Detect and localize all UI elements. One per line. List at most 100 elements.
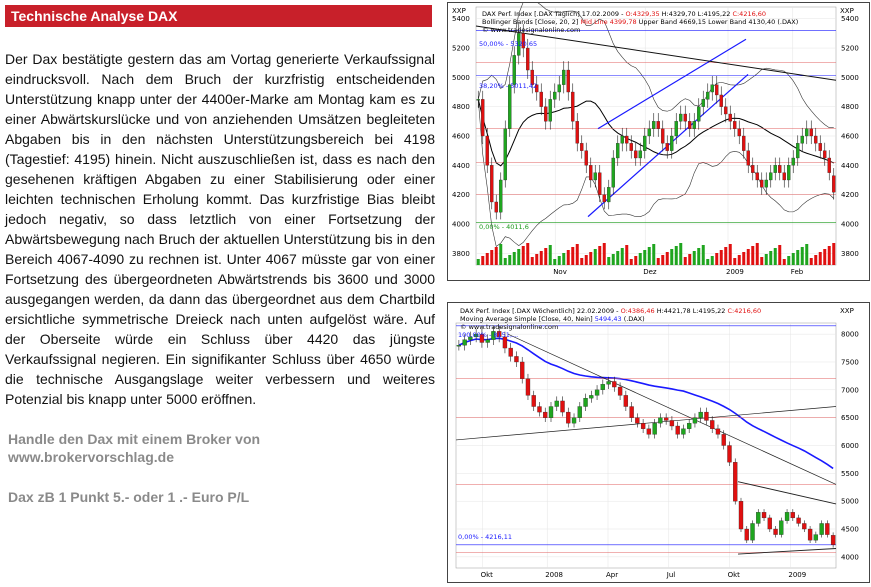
daily-candle-body xyxy=(481,99,485,137)
daily-volume-bar xyxy=(589,252,593,265)
weekly-candle-body xyxy=(606,381,611,385)
weekly-candle-body xyxy=(537,406,542,413)
daily-candle-body xyxy=(661,128,665,144)
daily-candle-body xyxy=(602,194,606,203)
weekly-info-ma: Moving Average Simple [Close, 40, Nein] xyxy=(460,315,595,323)
daily-y-tick-label-left: 4000 xyxy=(452,220,470,228)
daily-volume-bar xyxy=(616,251,620,265)
daily-candle-body xyxy=(517,33,521,56)
daily-y-tick-label: 5000 xyxy=(841,74,859,82)
daily-xxp-label: XXP xyxy=(452,7,466,15)
weekly-candle-body xyxy=(543,411,548,418)
weekly-candle-body xyxy=(767,517,772,530)
weekly-candle-body xyxy=(819,523,824,535)
weekly-candle-body xyxy=(807,528,813,541)
daily-volume-bar xyxy=(701,245,705,265)
daily-trend-channel-upper xyxy=(597,38,747,130)
weekly-candle-body xyxy=(502,336,508,349)
daily-y-tick-label: 4800 xyxy=(841,103,859,111)
daily-candle-body xyxy=(616,143,620,159)
daily-candle-body xyxy=(562,69,566,85)
weekly-y-tick-label: 7500 xyxy=(841,358,859,366)
daily-candle-body xyxy=(692,121,696,129)
weekly-candle-body xyxy=(640,423,646,429)
daily-volume-bar xyxy=(535,254,539,265)
daily-chart-svg: XXP XXP 3800 3800 4000 4000 4200 4200 4400 4400… xyxy=(452,0,859,276)
daily-candle-body xyxy=(742,135,746,151)
daily-volume-bar xyxy=(733,258,737,265)
daily-candle-body xyxy=(598,172,602,195)
weekly-candle-body xyxy=(784,512,790,521)
daily-candle-body xyxy=(629,143,633,151)
daily-volume-bar xyxy=(724,247,728,265)
daily-candle-body xyxy=(625,135,629,144)
daily-candle-body xyxy=(521,33,525,49)
daily-volume-bar xyxy=(805,244,809,265)
daily-candle-body xyxy=(571,91,575,122)
weekly-candle-body xyxy=(566,411,571,424)
daily-xxp-label-right: XXP xyxy=(840,7,854,15)
daily-candle-body xyxy=(589,165,593,181)
daily-y-tick-label-left: 4400 xyxy=(452,162,470,170)
daily-candle-body xyxy=(634,150,638,159)
weekly-y-tick-label: 5000 xyxy=(841,498,859,506)
weekly-candle-body xyxy=(721,434,726,446)
daily-volume-bar xyxy=(773,248,777,265)
broker-link[interactable]: www.brokervorschlag.de xyxy=(8,449,174,465)
daily-volume-bar xyxy=(521,246,525,265)
weekly-candle-body xyxy=(612,381,617,388)
weekly-y-tick-label: 7000 xyxy=(841,386,859,394)
daily-volume-bar xyxy=(526,243,530,265)
daily-volume-bar xyxy=(787,256,791,265)
weekly-candle-body xyxy=(548,406,554,418)
daily-volume-bar xyxy=(512,252,516,265)
weekly-candle-body xyxy=(462,339,467,346)
weekly-candle-body xyxy=(663,417,669,421)
daily-info-open: O:4329,35 xyxy=(626,10,660,18)
daily-y-tick-label: 3800 xyxy=(841,250,859,258)
daily-candle-body xyxy=(526,47,530,71)
daily-candle-body xyxy=(728,113,732,122)
weekly-candle-body xyxy=(669,420,675,427)
daily-volume-bar xyxy=(710,256,714,265)
daily-candle-body xyxy=(643,135,647,151)
daily-y-tick-label-left: 5200 xyxy=(452,45,470,53)
weekly-candle-body xyxy=(623,395,629,407)
daily-candle-body xyxy=(701,99,705,107)
weekly-xxp-label: XXP xyxy=(840,307,854,315)
daily-x-tick-label: Feb xyxy=(791,268,804,276)
daily-volume-bar xyxy=(643,250,647,265)
weekly-candle-body xyxy=(796,517,801,524)
daily-candle-body xyxy=(706,91,710,100)
weekly-candle-body xyxy=(525,378,531,396)
daily-upper-band xyxy=(477,0,834,128)
weekly-y-tick-label: 6500 xyxy=(841,414,859,422)
daily-candle-body xyxy=(710,84,714,93)
daily-candle-body xyxy=(751,165,755,173)
daily-x-tick-label: Dez xyxy=(643,268,657,276)
weekly-triangle-lower xyxy=(737,548,837,555)
daily-x-tick-label: 2009 xyxy=(726,268,744,276)
weekly-info-ma-rest: (.DAX) xyxy=(622,315,645,323)
weekly-candle-body xyxy=(675,425,680,435)
daily-x-tick-label: Nov xyxy=(553,268,567,276)
weekly-candle-body xyxy=(473,333,479,338)
weekly-candle-body xyxy=(600,384,605,390)
daily-candle-body xyxy=(593,172,597,181)
daily-candle-body xyxy=(800,135,804,144)
weekly-candle-body xyxy=(692,417,698,424)
weekly-candle-body xyxy=(485,339,490,343)
daily-candle-body xyxy=(503,128,507,181)
daily-candle-body xyxy=(733,121,737,129)
daily-candle-body xyxy=(697,106,701,122)
daily-candle-body xyxy=(719,94,723,107)
daily-volume-bar xyxy=(638,253,642,265)
weekly-y-tick-label: 4500 xyxy=(841,526,859,534)
daily-candle-body xyxy=(791,157,795,166)
weekly-candle-body xyxy=(750,523,755,541)
weekly-info-line3: © www.tradesignalonline.com xyxy=(460,323,558,331)
daily-volume-bar xyxy=(553,259,557,265)
weekly-candle-body xyxy=(727,445,732,463)
daily-volume-bar xyxy=(755,243,759,265)
daily-volume-bar xyxy=(517,249,521,265)
